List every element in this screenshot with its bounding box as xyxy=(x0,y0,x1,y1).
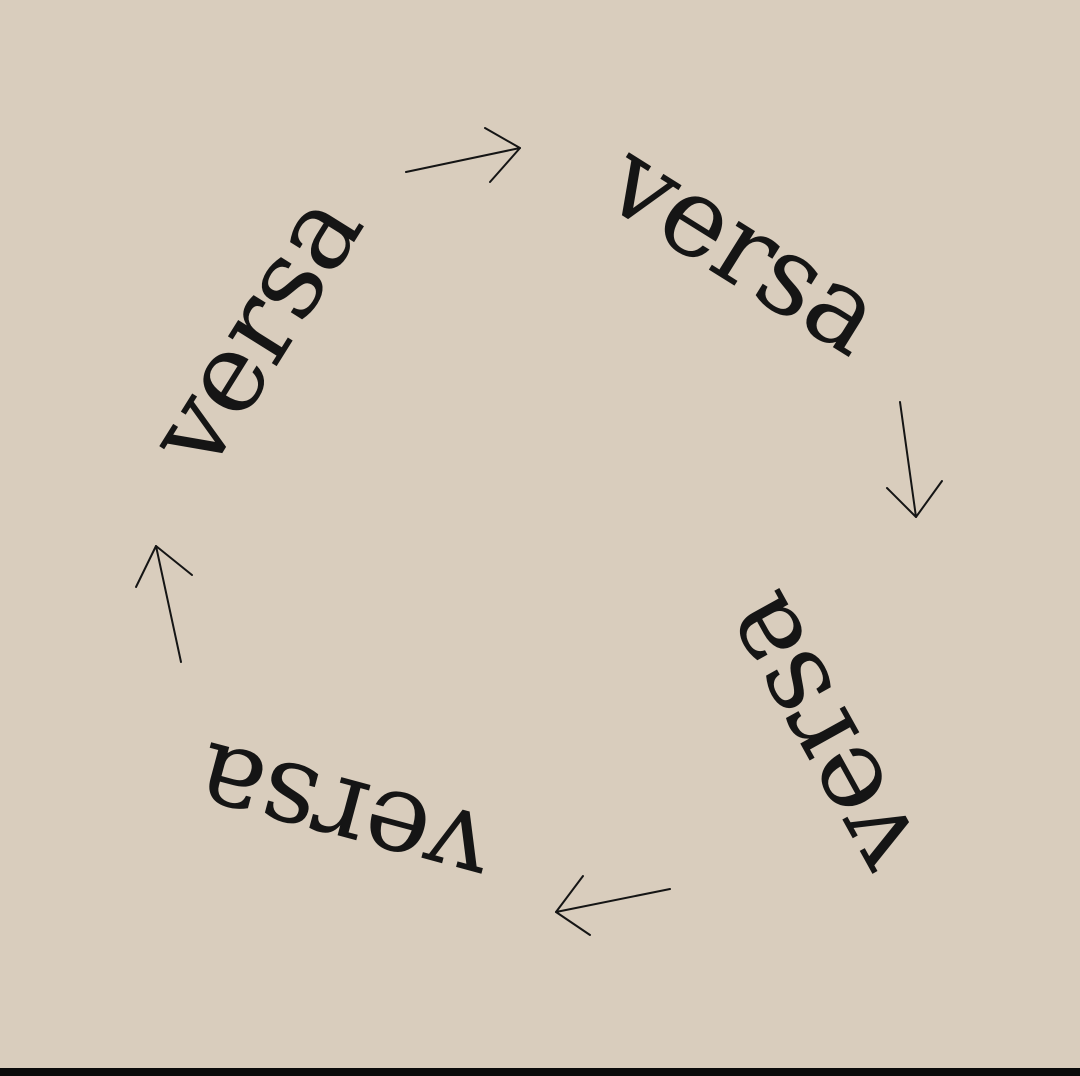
arrow-top-right-icon xyxy=(405,127,521,183)
arrow-left-up-icon xyxy=(135,545,193,663)
arrow-right-down-icon xyxy=(886,401,943,518)
bottom-bar xyxy=(0,1068,1080,1076)
arrow-bottom-left-icon xyxy=(555,875,671,936)
